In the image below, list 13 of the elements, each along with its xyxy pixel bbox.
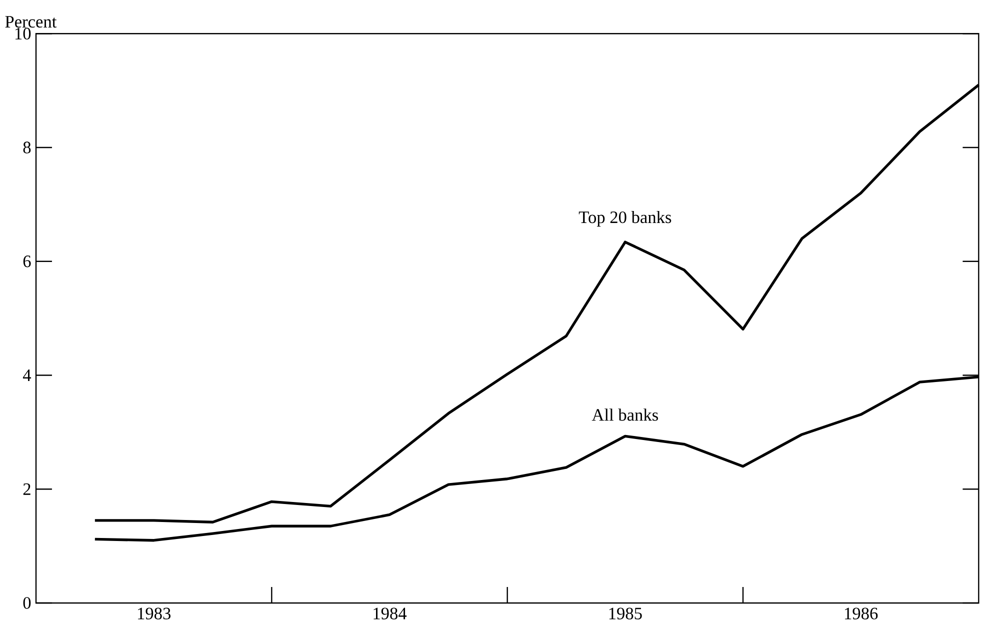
- x-tick-label: 1985: [609, 608, 642, 620]
- x-tick-label: 1983: [138, 608, 170, 620]
- y-tick-label: 2: [23, 483, 30, 495]
- y-tick-label: 10: [15, 28, 31, 40]
- series-label: All banks: [592, 408, 658, 421]
- y-tick-label: 8: [23, 142, 31, 154]
- y-axis-title: Percent: [5, 16, 57, 28]
- y-tick-label: 6: [23, 256, 31, 268]
- series-label: Top 20 banks: [578, 210, 672, 227]
- y-tick-label: 0: [23, 597, 31, 609]
- y-tick-label: 4: [22, 370, 32, 381]
- x-tick-label: 1984: [374, 608, 407, 620]
- x-tick-label: 1986: [845, 608, 878, 620]
